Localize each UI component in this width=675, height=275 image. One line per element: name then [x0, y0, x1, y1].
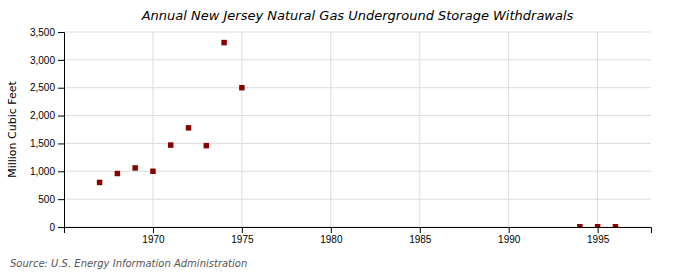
tick-label: 1970	[142, 234, 165, 245]
point	[239, 85, 244, 90]
grid-line-y	[64, 59, 651, 60]
grid-line-y	[64, 199, 651, 200]
annotation: Source: U.S. Energy Information Administ…	[10, 258, 247, 269]
point	[577, 224, 582, 227]
grid-line-x	[597, 32, 598, 227]
axis-line	[58, 33, 65, 228]
tick: 2,500	[30, 82, 64, 93]
grid-line-x	[241, 32, 242, 227]
tick: 1985	[409, 227, 432, 245]
y-axis-title: Million Cubic Feet	[6, 80, 19, 177]
chart: 1970 1975 1980 1985 1990 1995 0 500 1,000 1,500 2,…	[0, 0, 675, 275]
tick-mark	[331, 227, 332, 233]
tick: 3,000	[30, 55, 64, 66]
tick-mark	[58, 60, 64, 61]
title: Annual New Jersey Natural Gas Undergroun…	[141, 8, 574, 23]
tick-label: 1980	[320, 234, 343, 245]
tick-label: 1,500	[30, 138, 55, 149]
tick-mark	[58, 116, 64, 117]
tick: 2,000	[30, 110, 64, 121]
tick-mark	[58, 171, 64, 172]
grid-line-y	[64, 87, 651, 88]
tick: 3,500	[30, 27, 64, 38]
point	[595, 224, 600, 227]
tick-label: 1,000	[30, 166, 55, 177]
tick-mark	[242, 227, 243, 233]
grid-line-x	[152, 32, 153, 227]
tick: 1,500	[30, 138, 64, 149]
grid	[64, 32, 651, 227]
point	[168, 142, 173, 147]
x-axis: 1970 1975 1980 1985 1990 1995	[65, 227, 652, 245]
axis-line	[65, 228, 652, 234]
tick-mark	[509, 227, 510, 233]
tick-mark	[58, 143, 64, 144]
tick-label: 500	[38, 194, 55, 205]
grid-line-y	[64, 115, 651, 116]
grid-line-y	[64, 32, 651, 33]
tick-mark	[58, 88, 64, 89]
tick-label: 0	[49, 222, 55, 233]
tick-label: 2,000	[30, 110, 55, 121]
point	[97, 180, 102, 185]
tick-mark	[58, 199, 64, 200]
grid-line-y	[64, 143, 651, 144]
grid-line-x	[508, 32, 509, 227]
tick-label: 2,500	[30, 82, 55, 93]
tick-mark	[58, 227, 64, 228]
point	[132, 165, 137, 170]
tick-mark	[420, 227, 421, 233]
tick: 0	[49, 222, 64, 233]
point	[204, 143, 209, 148]
point	[186, 125, 191, 130]
tick: 500	[38, 194, 64, 205]
tick-label: 1995	[587, 234, 610, 245]
tick-label: 3,000	[30, 55, 55, 66]
tick-mark	[598, 227, 599, 233]
point	[115, 171, 120, 176]
plot: 1970 1975 1980 1985 1990 1995 0 500 1,000 1,500 2,…	[30, 27, 652, 245]
tick-label: 3,500	[30, 27, 55, 38]
tick-label: 1990	[498, 234, 521, 245]
tick: 1975	[231, 227, 254, 245]
tick-mark	[153, 227, 154, 233]
point	[221, 40, 226, 45]
points	[97, 40, 618, 227]
tick: 1,000	[30, 166, 64, 177]
tick-mark	[58, 32, 64, 33]
grid-line-x	[419, 32, 420, 227]
tick-label: 1985	[409, 234, 432, 245]
tick: 1980	[320, 227, 343, 245]
tick: 1970	[142, 227, 165, 245]
y-axis: 0 500 1,000 1,500 2,000 2,500 3,000 3,500	[30, 27, 65, 233]
grid-line-x	[330, 32, 331, 227]
tick-label: 1975	[231, 234, 254, 245]
point	[613, 224, 618, 227]
point	[150, 169, 155, 174]
tick: 1990	[498, 227, 521, 245]
tick: 1995	[587, 227, 610, 245]
